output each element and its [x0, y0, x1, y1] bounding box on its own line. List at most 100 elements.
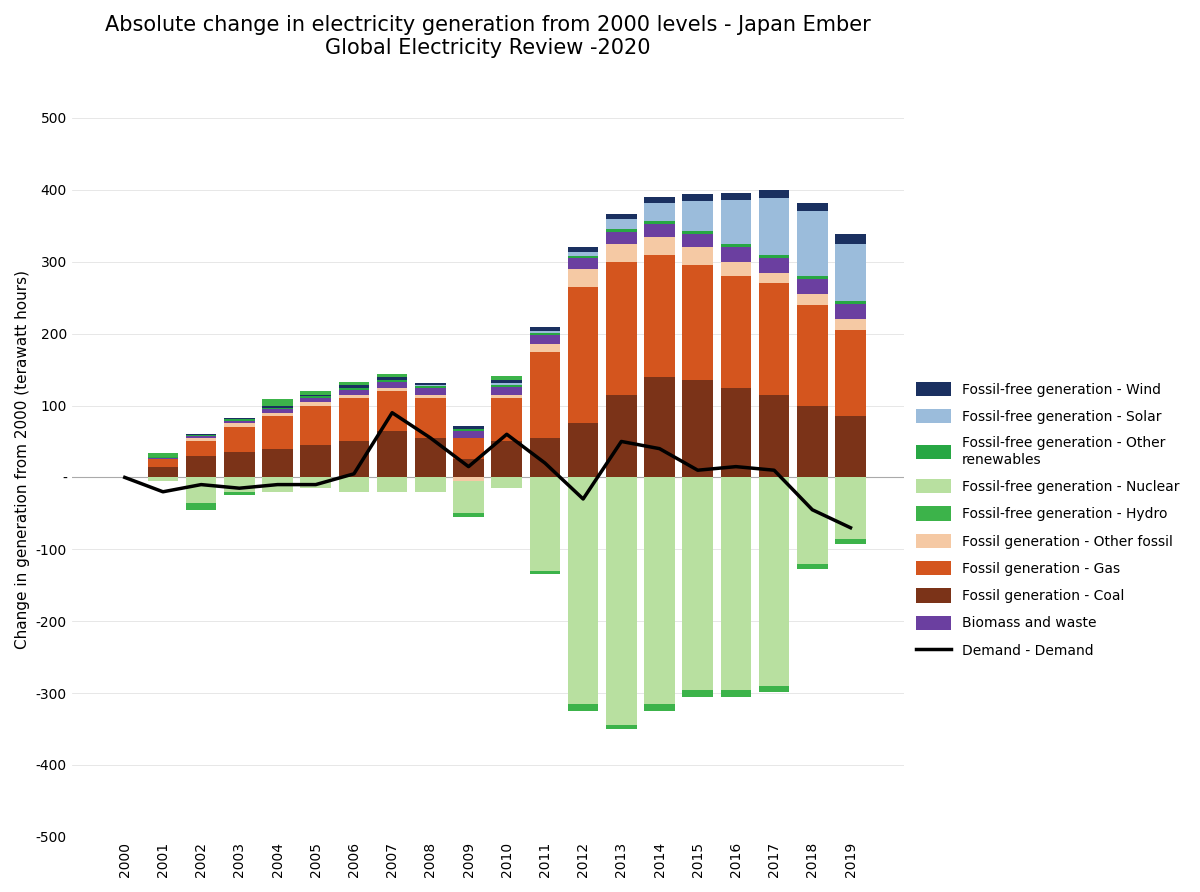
Bar: [758, 477, 790, 686]
Bar: [415, 438, 445, 477]
Bar: [644, 704, 674, 711]
Bar: [415, 386, 445, 388]
Bar: [454, 432, 484, 438]
Bar: [338, 442, 370, 477]
Bar: [415, 388, 445, 395]
Bar: [224, 477, 254, 491]
Bar: [683, 194, 713, 201]
Bar: [606, 725, 637, 729]
Bar: [186, 435, 216, 438]
Bar: [338, 387, 370, 390]
Bar: [644, 220, 674, 224]
Bar: [683, 234, 713, 247]
Bar: [758, 258, 790, 272]
Bar: [797, 211, 828, 277]
Bar: [721, 477, 751, 690]
Bar: [644, 202, 674, 220]
Bar: [300, 398, 331, 402]
Bar: [797, 406, 828, 477]
Bar: [606, 228, 637, 232]
Bar: [263, 409, 293, 413]
Bar: [529, 335, 560, 344]
Bar: [568, 258, 599, 268]
Bar: [224, 417, 254, 419]
Bar: [721, 244, 751, 247]
Bar: [568, 477, 599, 704]
Bar: [644, 197, 674, 202]
Bar: [797, 202, 828, 211]
Bar: [186, 456, 216, 477]
Bar: [644, 477, 674, 704]
Bar: [377, 387, 408, 391]
Legend: Fossil-free generation - Wind, Fossil-free generation - Solar, Fossil-free gener: Fossil-free generation - Wind, Fossil-fr…: [911, 376, 1186, 664]
Bar: [377, 431, 408, 477]
Bar: [568, 252, 599, 256]
Bar: [300, 395, 331, 396]
Bar: [529, 344, 560, 351]
Bar: [606, 219, 637, 228]
Bar: [568, 247, 599, 252]
Bar: [835, 304, 865, 319]
Bar: [377, 382, 408, 387]
Bar: [606, 261, 637, 395]
Bar: [568, 704, 599, 711]
Bar: [721, 261, 751, 277]
Bar: [300, 445, 331, 477]
Bar: [224, 421, 254, 424]
Bar: [377, 477, 408, 491]
Bar: [797, 277, 828, 279]
Bar: [492, 380, 522, 384]
Bar: [683, 201, 713, 231]
Bar: [683, 477, 713, 690]
Bar: [415, 395, 445, 399]
Bar: [338, 395, 370, 399]
Bar: [644, 224, 674, 236]
Bar: [338, 390, 370, 395]
Bar: [835, 417, 865, 477]
Bar: [492, 384, 522, 387]
Bar: [568, 424, 599, 477]
Bar: [492, 477, 522, 488]
Bar: [492, 387, 522, 395]
Bar: [758, 686, 790, 691]
Bar: [797, 294, 828, 305]
Bar: [492, 399, 522, 442]
Bar: [606, 232, 637, 244]
Bar: [148, 459, 179, 467]
Bar: [300, 406, 331, 445]
Bar: [758, 255, 790, 258]
Bar: [377, 391, 408, 431]
Bar: [186, 442, 216, 456]
Bar: [263, 408, 293, 409]
Bar: [186, 477, 216, 502]
Y-axis label: Change in generation from 2000 (terawatt hours): Change in generation from 2000 (terawatt…: [16, 270, 30, 649]
Bar: [758, 198, 790, 255]
Bar: [224, 419, 254, 421]
Bar: [758, 284, 790, 395]
Bar: [415, 477, 445, 491]
Bar: [644, 376, 674, 477]
Bar: [338, 477, 370, 491]
Bar: [529, 331, 560, 333]
Bar: [835, 477, 865, 539]
Bar: [338, 399, 370, 442]
Bar: [377, 380, 408, 382]
Bar: [148, 453, 179, 457]
Bar: [683, 231, 713, 234]
Bar: [835, 235, 865, 244]
Bar: [683, 380, 713, 477]
Bar: [529, 571, 560, 574]
Bar: [568, 256, 599, 258]
Bar: [224, 452, 254, 477]
Bar: [186, 502, 216, 509]
Bar: [263, 406, 293, 408]
Bar: [148, 477, 179, 481]
Bar: [797, 477, 828, 564]
Bar: [300, 391, 331, 395]
Bar: [797, 279, 828, 294]
Bar: [454, 425, 484, 428]
Bar: [683, 247, 713, 265]
Bar: [492, 442, 522, 477]
Bar: [644, 236, 674, 254]
Bar: [263, 399, 293, 406]
